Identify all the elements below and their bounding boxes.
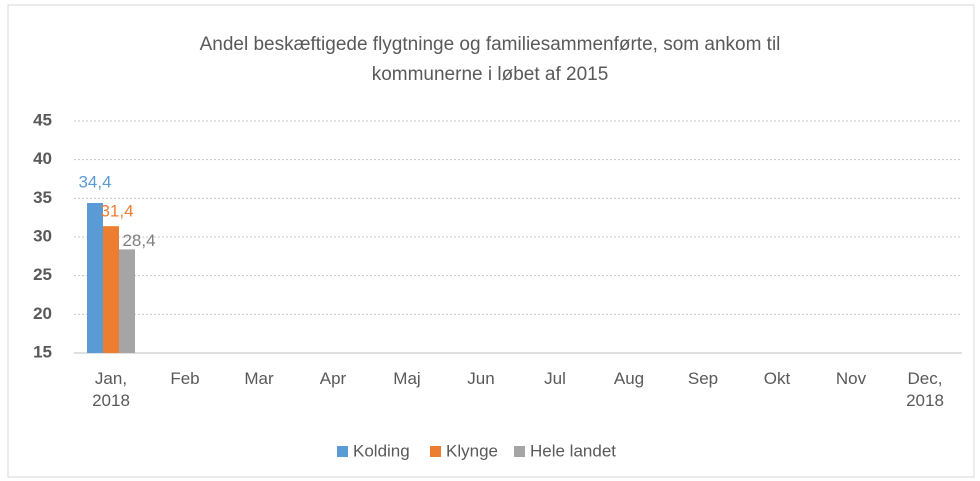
y-tick-label: 35 [33, 188, 52, 207]
x-tick-label: Aug [613, 369, 645, 388]
x-tick-label: Jan, 2018 [92, 369, 130, 410]
legend-swatch [514, 446, 525, 457]
legend-label: Klynge [446, 441, 498, 460]
y-tick-label: 30 [33, 226, 52, 245]
y-tick-label: 25 [33, 265, 52, 284]
x-tick-label: Maj [393, 369, 421, 388]
chart-title: Andel beskæftigede flygtninge og familie… [199, 34, 781, 85]
x-tick-label: Nov [835, 369, 867, 388]
bar [103, 226, 119, 353]
x-tick-label: Dec, 2018 [906, 369, 944, 410]
y-tick-label: 40 [33, 149, 52, 168]
legend-swatch [430, 446, 441, 457]
bar [87, 202, 103, 353]
legend-swatch [337, 446, 348, 457]
x-tick-label: Apr [319, 369, 347, 388]
y-tick-label: 20 [33, 304, 52, 323]
x-tick-label: Okt [763, 369, 791, 388]
data-label: 34,4 [78, 172, 111, 191]
data-label: 31,4 [100, 202, 133, 221]
x-tick-label: Mar [244, 369, 274, 388]
legend-label: Kolding [353, 441, 410, 460]
data-label: 28,4 [122, 231, 155, 250]
chart-border [7, 4, 975, 478]
legend-label: Hele landet [530, 441, 616, 460]
y-tick-label: 15 [33, 342, 52, 361]
x-tick-label: Jul [544, 369, 566, 388]
y-tick-label: 45 [33, 110, 52, 129]
x-tick-label: Sep [687, 369, 719, 388]
x-tick-label: Jun [467, 369, 495, 388]
bar [119, 249, 135, 353]
x-tick-label: Feb [170, 369, 200, 388]
